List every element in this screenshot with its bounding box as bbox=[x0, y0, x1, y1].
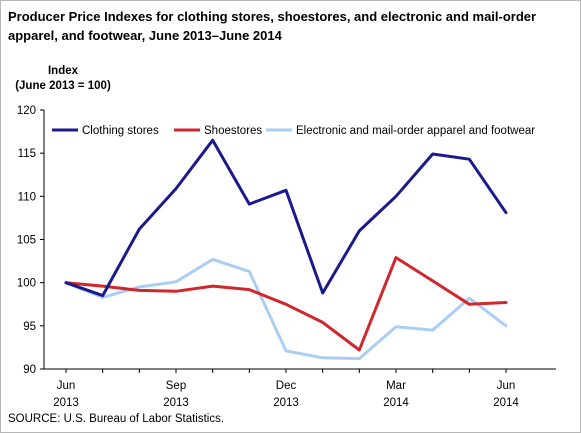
series-line-electronic-and-mail-order-apparel-and-footwear bbox=[64, 257, 508, 361]
y-tick-label: 100 bbox=[17, 278, 36, 290]
y-axis-label-line2: (June 2013 = 100) bbox=[15, 80, 111, 92]
series-line-clothing-stores bbox=[64, 138, 508, 298]
x-tick-label-month: Dec bbox=[276, 380, 297, 392]
y-axis-label-line1: Index bbox=[47, 65, 79, 77]
x-tick-label-year: 2014 bbox=[383, 397, 409, 409]
x-tick-label-year: 2013 bbox=[273, 397, 299, 409]
legend-label: Shoestores bbox=[204, 125, 262, 137]
legend-label: Electronic and mail-order apparel and fo… bbox=[296, 125, 535, 137]
y-tick-label: 110 bbox=[18, 191, 36, 203]
y-axis-label: Index (June 2013 = 100) bbox=[8, 64, 118, 94]
y-tick-label: 105 bbox=[17, 235, 36, 247]
chart-title: Producer Price Indexes for clothing stor… bbox=[8, 9, 537, 43]
x-tick-label-month: Sep bbox=[166, 380, 186, 392]
series-line-shoestores bbox=[64, 256, 508, 352]
y-tick-label: 115 bbox=[18, 148, 36, 160]
y-tick-label: 90 bbox=[23, 364, 36, 376]
source-note: SOURCE: U.S. Bureau of Labor Statistics. bbox=[8, 413, 225, 425]
x-tick-label-year: 2013 bbox=[163, 397, 189, 409]
y-tick-label: 95 bbox=[23, 321, 36, 333]
y-tick-label: 120 bbox=[17, 105, 36, 117]
legend-label: Clothing stores bbox=[82, 125, 159, 137]
x-tick-label-month: Mar bbox=[386, 380, 406, 392]
x-tick-label-month: Jun bbox=[497, 380, 516, 392]
x-tick-label-month: Jun bbox=[57, 380, 76, 392]
x-tick-label-year: 2014 bbox=[493, 397, 519, 409]
x-tick-label-year: 2013 bbox=[53, 397, 79, 409]
